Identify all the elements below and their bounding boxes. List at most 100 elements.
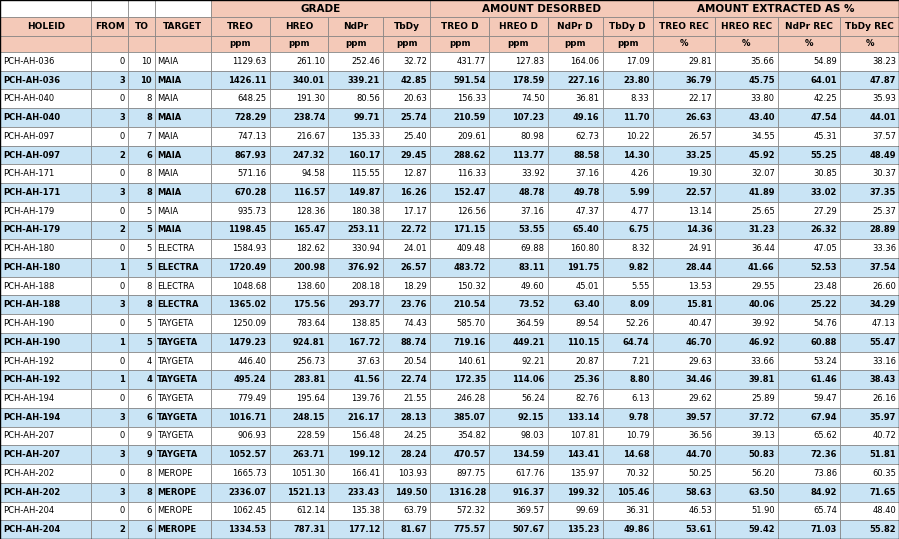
Bar — [653, 464, 716, 483]
Bar — [383, 295, 431, 314]
Text: 33.92: 33.92 — [521, 169, 545, 178]
Text: 52.53: 52.53 — [811, 263, 837, 272]
Bar — [210, 89, 270, 108]
Bar — [716, 426, 778, 445]
Bar — [328, 258, 383, 277]
Text: AMOUNT DESORBED: AMOUNT DESORBED — [482, 3, 601, 13]
Text: 178.59: 178.59 — [512, 75, 545, 85]
Bar — [547, 239, 602, 258]
Bar — [210, 464, 270, 483]
Text: 369.57: 369.57 — [515, 507, 545, 515]
Bar — [210, 445, 270, 464]
Text: TREO D: TREO D — [441, 22, 478, 31]
Bar — [210, 146, 270, 164]
Bar — [328, 370, 383, 389]
Bar — [778, 333, 841, 351]
Bar — [270, 389, 328, 408]
Bar — [270, 333, 328, 351]
Bar — [841, 127, 899, 146]
Bar — [716, 108, 778, 127]
Text: 88.74: 88.74 — [401, 338, 427, 347]
Bar — [716, 295, 778, 314]
Text: 719.16: 719.16 — [454, 338, 486, 347]
Text: 46.70: 46.70 — [686, 338, 712, 347]
Text: HOLEID: HOLEID — [27, 22, 65, 31]
Bar — [210, 408, 270, 426]
Text: 139.76: 139.76 — [351, 394, 380, 403]
Bar — [210, 295, 270, 314]
Bar — [653, 0, 899, 17]
Text: 248.15: 248.15 — [293, 413, 325, 421]
Bar — [0, 146, 92, 164]
Bar — [328, 17, 383, 36]
Text: 29.63: 29.63 — [689, 357, 712, 365]
Text: 28.13: 28.13 — [401, 413, 427, 421]
Bar — [0, 520, 92, 539]
Bar — [210, 71, 270, 89]
Bar — [431, 314, 489, 333]
Bar — [716, 89, 778, 108]
Bar — [431, 0, 653, 17]
Text: 30.37: 30.37 — [872, 169, 896, 178]
Bar — [0, 408, 92, 426]
Bar — [328, 389, 383, 408]
Text: 1: 1 — [120, 375, 125, 384]
Bar — [210, 370, 270, 389]
Bar — [489, 464, 547, 483]
Text: 0: 0 — [120, 432, 125, 440]
Text: 33.36: 33.36 — [872, 244, 896, 253]
Bar — [128, 351, 155, 370]
Text: 470.57: 470.57 — [454, 450, 486, 459]
Bar — [841, 426, 899, 445]
Text: 0: 0 — [120, 319, 125, 328]
Text: 364.59: 364.59 — [515, 319, 545, 328]
Text: MAIA: MAIA — [157, 188, 182, 197]
Bar — [841, 333, 899, 351]
Text: 37.63: 37.63 — [356, 357, 380, 365]
Bar — [155, 220, 210, 239]
Bar — [547, 202, 602, 220]
Text: 14.68: 14.68 — [623, 450, 650, 459]
Bar — [489, 333, 547, 351]
Text: 63.79: 63.79 — [404, 507, 427, 515]
Text: 1316.28: 1316.28 — [448, 488, 486, 496]
Text: 37.35: 37.35 — [869, 188, 896, 197]
Bar — [602, 202, 653, 220]
Text: 89.54: 89.54 — [575, 319, 600, 328]
Bar — [602, 464, 653, 483]
Bar — [328, 333, 383, 351]
Text: 84.92: 84.92 — [811, 488, 837, 496]
Text: TAYGETA: TAYGETA — [157, 338, 198, 347]
Bar — [92, 183, 128, 202]
Bar — [92, 501, 128, 520]
Bar — [210, 258, 270, 277]
Text: 25.36: 25.36 — [573, 375, 600, 384]
Bar — [383, 183, 431, 202]
Bar — [431, 351, 489, 370]
Bar — [547, 520, 602, 539]
Text: 177.12: 177.12 — [348, 525, 380, 534]
Text: PCH-AH-179: PCH-AH-179 — [3, 207, 54, 216]
Bar — [489, 258, 547, 277]
Bar — [653, 389, 716, 408]
Text: 1250.09: 1250.09 — [232, 319, 266, 328]
Bar — [778, 71, 841, 89]
Text: 99.71: 99.71 — [353, 113, 380, 122]
Bar — [210, 52, 270, 71]
Text: 18.29: 18.29 — [404, 282, 427, 291]
Bar — [431, 183, 489, 202]
Text: 293.77: 293.77 — [348, 300, 380, 309]
Text: 1665.73: 1665.73 — [232, 469, 266, 478]
Bar — [653, 483, 716, 501]
Bar — [328, 314, 383, 333]
Bar — [653, 127, 716, 146]
Text: PCH-AH-194: PCH-AH-194 — [3, 413, 60, 421]
Text: 40.47: 40.47 — [689, 319, 712, 328]
Text: 105.46: 105.46 — [617, 488, 650, 496]
Text: 216.67: 216.67 — [296, 132, 325, 141]
Text: 55.25: 55.25 — [811, 150, 837, 160]
Bar — [602, 501, 653, 520]
Bar — [653, 520, 716, 539]
Text: 33.25: 33.25 — [686, 150, 712, 160]
Bar — [210, 108, 270, 127]
